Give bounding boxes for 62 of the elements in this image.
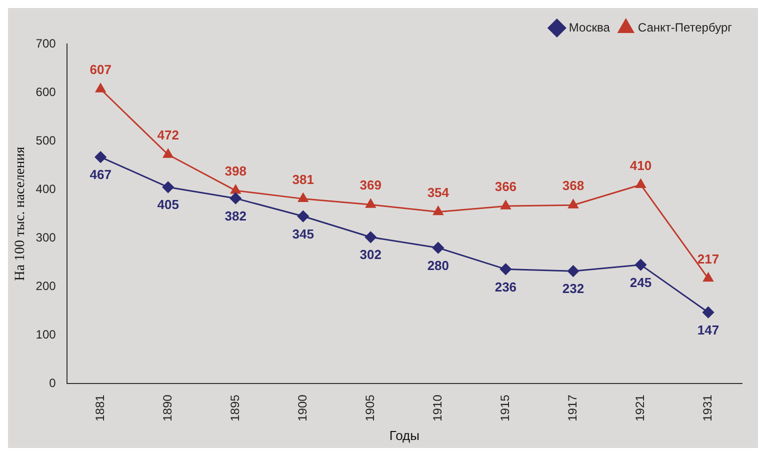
point bbox=[230, 192, 242, 204]
data-label: 467 bbox=[90, 167, 112, 182]
x-tick-label: 1895 bbox=[228, 394, 242, 422]
point bbox=[230, 184, 241, 194]
data-label: 382 bbox=[224, 208, 246, 224]
y-tick-label: 200 bbox=[36, 278, 56, 293]
data-label: 147 bbox=[697, 322, 720, 338]
data-label: 369 bbox=[360, 178, 382, 193]
data-label: 345 bbox=[292, 226, 314, 242]
point bbox=[366, 198, 376, 208]
y-axis-title: На 100 тыс. населения bbox=[13, 146, 28, 281]
point bbox=[567, 265, 579, 277]
data-label: 410 bbox=[630, 158, 652, 173]
data-label: 217 bbox=[697, 251, 720, 266]
data-label: 381 bbox=[292, 172, 314, 187]
x-tick-label: 1917 bbox=[566, 394, 580, 422]
data-label: 236 bbox=[494, 279, 517, 294]
y-tick-label: 100 bbox=[36, 327, 56, 342]
point bbox=[703, 272, 714, 282]
data-label: 368 bbox=[562, 178, 584, 194]
point bbox=[500, 200, 511, 210]
data-label: 366 bbox=[494, 179, 517, 194]
data-label: 472 bbox=[157, 128, 179, 143]
x-tick-label: 1890 bbox=[160, 394, 174, 422]
x-tick-label: 1921 bbox=[633, 394, 648, 422]
data-label: 354 bbox=[427, 184, 450, 200]
point bbox=[163, 148, 174, 158]
x-tick-label: 1900 bbox=[295, 394, 310, 422]
point bbox=[162, 181, 174, 193]
y-tick-label: 0 bbox=[49, 376, 56, 390]
data-label: 232 bbox=[562, 281, 584, 296]
data-label: 245 bbox=[630, 274, 652, 290]
point bbox=[433, 206, 444, 216]
y-tick-label: 700 bbox=[36, 36, 56, 50]
y-tick-label: 300 bbox=[36, 230, 56, 244]
x-tick-label: 1910 bbox=[430, 394, 444, 422]
point bbox=[364, 231, 376, 243]
data-label: 398 bbox=[224, 164, 246, 179]
point bbox=[702, 306, 714, 318]
point bbox=[96, 83, 106, 92]
point bbox=[500, 263, 512, 275]
y-tick-label: 400 bbox=[36, 182, 56, 196]
point bbox=[94, 151, 106, 163]
y-tick-label: 600 bbox=[36, 84, 56, 99]
x-axis-title: Годы bbox=[389, 428, 420, 443]
x-tick-label: 1881 bbox=[92, 394, 107, 422]
legend-label: Москва bbox=[568, 20, 610, 34]
data-label: 405 bbox=[157, 197, 179, 212]
x-tick-label: 1915 bbox=[498, 394, 512, 422]
point bbox=[432, 242, 444, 254]
x-tick-label: 1905 bbox=[362, 394, 377, 422]
point bbox=[634, 259, 646, 271]
point bbox=[568, 199, 578, 208]
point bbox=[297, 210, 309, 222]
data-label: 607 bbox=[90, 62, 112, 78]
legend-label: Санкт-Петербург bbox=[638, 20, 733, 34]
y-tick-label: 500 bbox=[36, 133, 56, 148]
x-tick-label: 1931 bbox=[700, 394, 715, 422]
data-label: 302 bbox=[360, 247, 382, 262]
point bbox=[298, 193, 308, 202]
data-label: 280 bbox=[427, 258, 450, 273]
point bbox=[636, 178, 646, 188]
